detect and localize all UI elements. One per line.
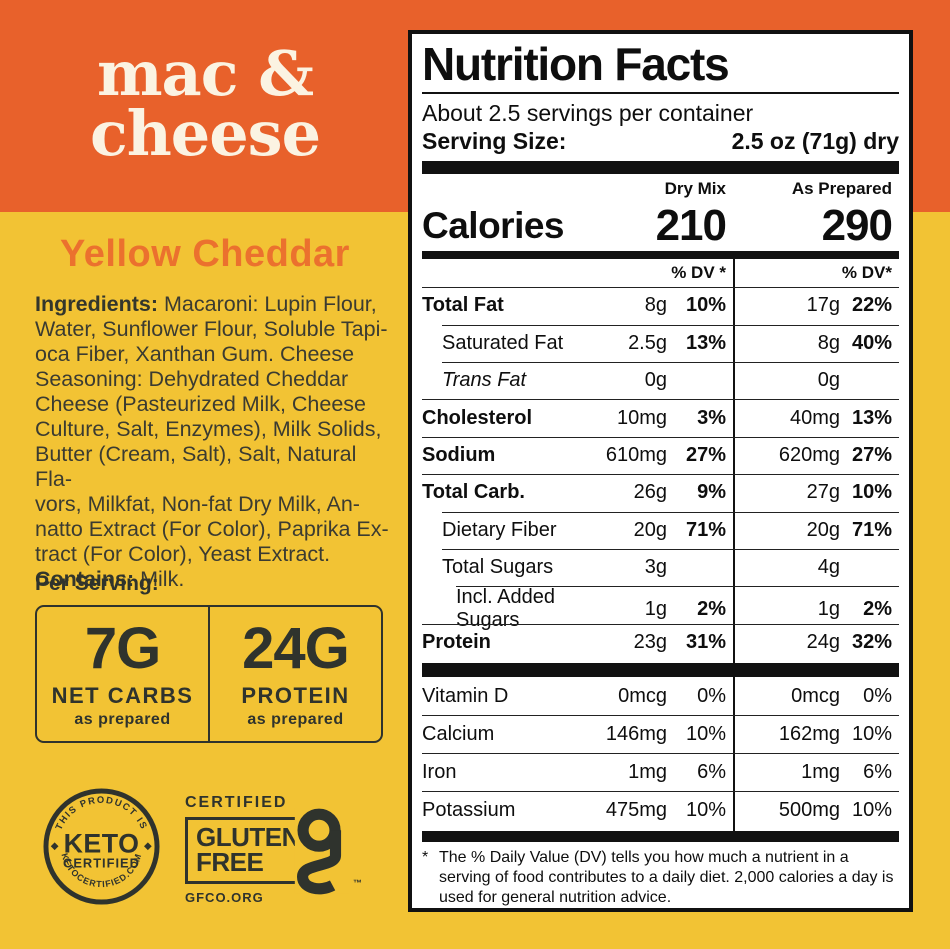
gf-trademark: ™ — [353, 878, 362, 888]
nutrition-facts-title: Nutrition Facts — [422, 38, 730, 90]
thick-bar — [422, 161, 899, 175]
keto-word: KETO — [64, 828, 140, 858]
gluten-free-g-icon — [294, 807, 350, 895]
nutrient-row-total-fat: Total Fat 8g 10% 17g 22% — [422, 287, 899, 324]
gf-gluten-word: GLUTEN — [196, 822, 300, 852]
calories-row: Calories 210 290 — [422, 201, 899, 251]
gluten-free-badge: CERTIFIED GLUTEN FREE GFCO.ORG ™ — [185, 794, 370, 905]
per-serving-macros-box: 7G NET CARBS as prepared 24G PROTEIN as … — [35, 605, 383, 743]
calories-prep-value: 290 — [821, 201, 893, 251]
vitamin-row-potassium: Potassium 475mg 10% 500mg 10% — [422, 791, 899, 829]
net-carbs-note: as prepared — [74, 710, 171, 728]
flavor-name: Yellow Cheddar — [60, 233, 350, 275]
servings-per-container: About 2.5 servings per container — [422, 99, 754, 126]
contains-value: Milk. — [140, 567, 185, 591]
thick-bar — [422, 663, 899, 678]
net-carbs-name: NET CARBS — [51, 682, 194, 708]
protein-value: 24G — [242, 615, 350, 681]
medium-bar — [422, 251, 899, 260]
nutrient-row-dietary-fiber: Dietary Fiber 20g 71% 20g 71% — [422, 511, 899, 549]
col-as-prepared: As Prepared — [791, 179, 892, 199]
contains-line: Contains: Milk. — [35, 567, 395, 592]
vitamin-row-iron: Iron 1mg 6% 1mg 6% — [422, 753, 899, 791]
nutrition-facts-panel: Nutrition Facts About 2.5 servings per c… — [408, 30, 913, 912]
ingredients-block: Ingredients: Macaroni: Lupin Flour, Wate… — [35, 292, 395, 592]
nutrient-row-total-sugars: Total Sugars 3g 4g — [422, 548, 899, 586]
per-serving-label: Per Serving: — [35, 572, 159, 595]
column-headers: Dry Mix As Prepared — [422, 177, 899, 201]
dv-header-dry: % DV * — [671, 263, 726, 283]
calories-label: Calories — [422, 205, 565, 247]
net-carbs-value: 7G — [84, 615, 161, 681]
keto-star-right-icon — [144, 842, 152, 851]
nutrient-row-saturated-fat: Saturated Fat 2.5g 13% 8g 40% — [422, 324, 899, 362]
dv-header-prep: % DV* — [841, 263, 892, 283]
nutrient-row-trans-fat: Trans Fat 0g 0g — [422, 362, 899, 399]
nutrient-row-cholesterol: Cholesterol 10mg 3% 40mg 13% — [422, 399, 899, 436]
nutrient-row-protein: Protein 23g 31% 24g 32% — [422, 623, 899, 661]
keto-arc-top: THIS PRODUCT IS — [53, 794, 149, 832]
vitamin-row-calcium: Calcium 146mg 10% 162mg 10% — [422, 715, 899, 753]
serving-size-label: Serving Size: — [422, 128, 567, 155]
dv-header-row: % DV * % DV* — [422, 259, 899, 287]
gf-org-label: GFCO.ORG — [185, 890, 264, 906]
column-divider — [733, 259, 735, 843]
title-rule — [422, 92, 899, 94]
nutrient-table: % DV * % DV* Total Fat 8g 10% 17g 22% Sa… — [422, 259, 899, 843]
ingredients-text: Macaroni: Lupin Flour, Water, Sunflower … — [35, 292, 389, 566]
gf-free-word: FREE — [196, 846, 264, 877]
gf-certified-label: CERTIFIED — [185, 794, 288, 811]
protein-macro: 24G PROTEIN as prepared — [210, 607, 381, 741]
product-name: mac & cheese — [0, 37, 410, 170]
macros-divider — [208, 607, 210, 741]
net-carbs-macro: 7G NET CARBS as prepared — [37, 607, 208, 741]
dv-footnote: * The % Daily Value (DV) tells you how m… — [422, 848, 899, 908]
svg-text:THIS PRODUCT IS: THIS PRODUCT IS — [53, 794, 151, 832]
nutrient-row-sodium: Sodium 610mg 27% 620mg 27% — [422, 436, 899, 474]
nutrient-row-total-carb: Total Carb. 26g 9% 27g 10% — [422, 474, 899, 511]
keto-certified-badge-icon: THIS PRODUCT IS KETOCERTIFIED.COM KETO C… — [43, 788, 160, 905]
nutrient-row-added-sugars: Incl. Added Sugars 1g 2% 1g 2% — [422, 586, 899, 631]
protein-note: as prepared — [247, 710, 344, 728]
contains-label: Contains: — [35, 567, 135, 591]
footnote-text: The % Daily Value (DV) tells you how muc… — [439, 849, 894, 907]
calories-dry-value: 210 — [655, 201, 727, 251]
product-name-line2: cheese — [89, 97, 321, 170]
serving-size-value: 2.5 oz (71g) dry — [731, 128, 899, 155]
protein-name: PROTEIN — [241, 682, 350, 708]
serving-size-row: Serving Size: 2.5 oz (71g) dry — [422, 128, 899, 155]
footnote-asterisk: * — [422, 849, 429, 867]
gf-box: GLUTEN FREE — [185, 817, 309, 885]
ingredients-label: Ingredients: — [35, 292, 159, 316]
certification-badges: THIS PRODUCT IS KETOCERTIFIED.COM KETO C… — [42, 787, 370, 906]
thick-bar — [422, 831, 899, 843]
keto-certified-word: CERTIFIED — [63, 855, 140, 870]
product-name-line1: mac & — [96, 37, 314, 110]
col-dry-mix: Dry Mix — [664, 179, 726, 199]
keto-star-left-icon — [50, 842, 59, 851]
vitamin-row-vitamin-d: Vitamin D 0mcg 0% 0mcg 0% — [422, 684, 892, 707]
